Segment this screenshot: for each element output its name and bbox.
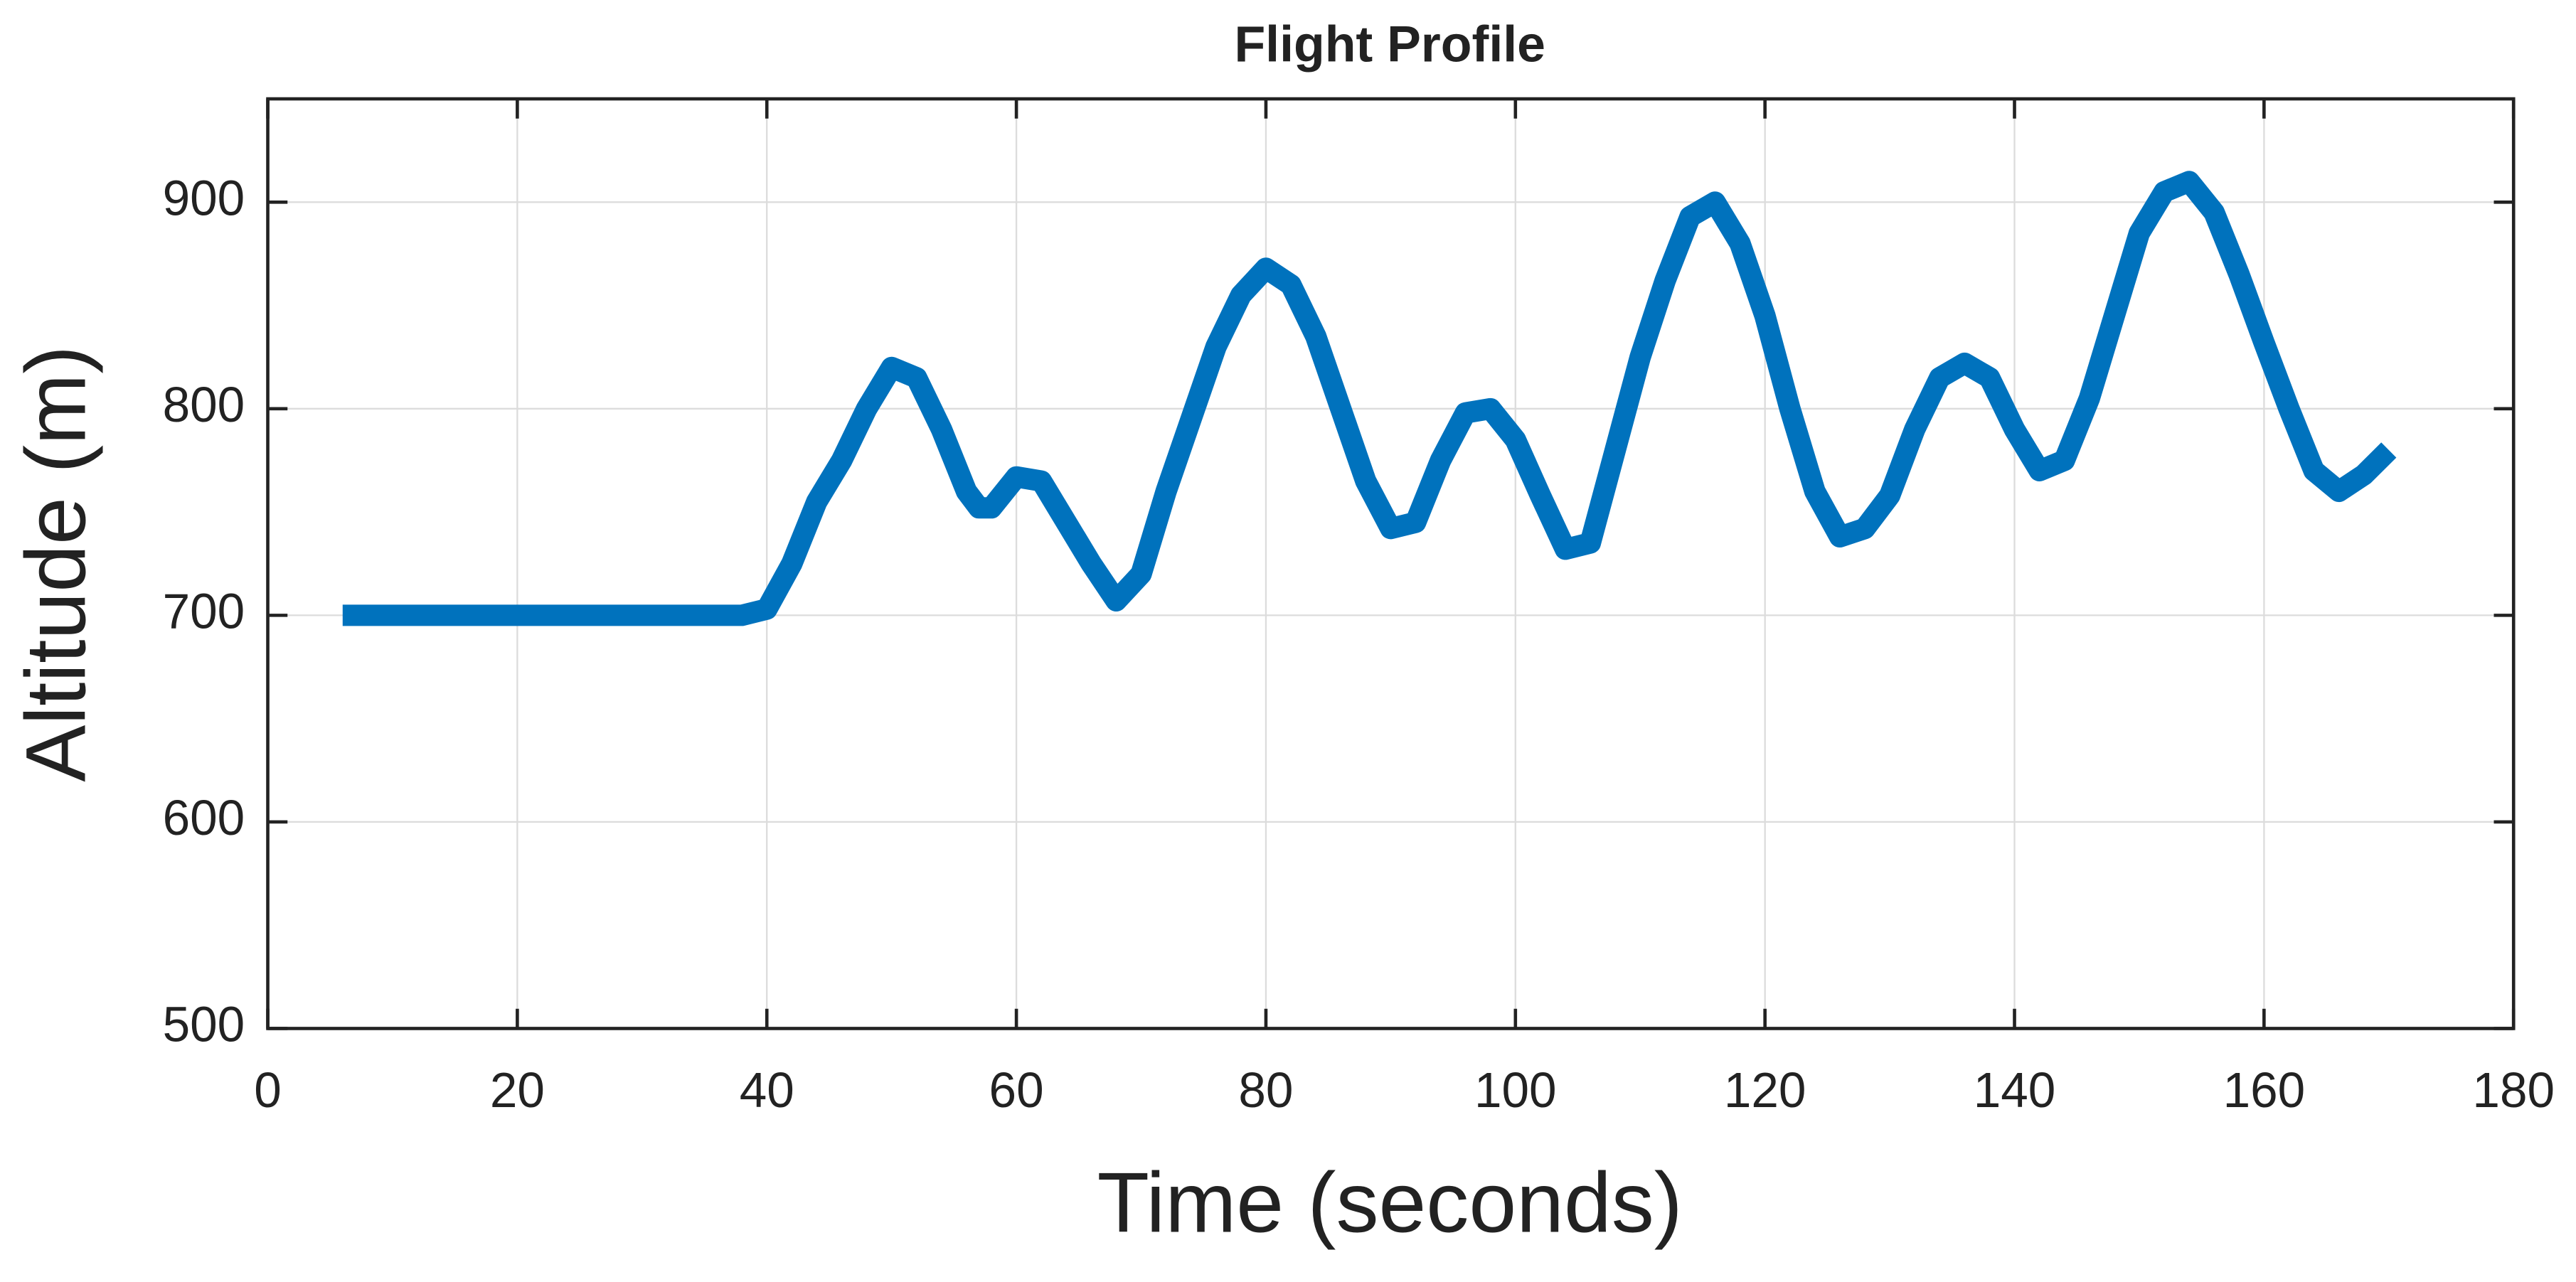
x-tick-label: 120 xyxy=(1724,1062,1806,1118)
y-tick-label: 500 xyxy=(163,997,245,1052)
x-tick-label: 160 xyxy=(2223,1062,2306,1118)
x-tick-label: 0 xyxy=(254,1062,282,1118)
y-tick-label: 900 xyxy=(163,171,245,226)
data-line xyxy=(342,171,2397,626)
x-axis-label: Time (seconds) xyxy=(1097,1155,1683,1250)
x-tick-label: 80 xyxy=(1238,1062,1293,1118)
y-tick-label: 800 xyxy=(163,377,245,432)
x-tick-label: 180 xyxy=(2472,1062,2555,1118)
x-tick-label: 100 xyxy=(1474,1062,1557,1118)
x-tick-label: 20 xyxy=(490,1062,545,1118)
y-tick-label: 700 xyxy=(163,584,245,639)
x-tick-label: 140 xyxy=(1974,1062,2056,1118)
chart-title: Flight Profile xyxy=(1234,16,1545,73)
plot-frame xyxy=(266,97,2516,1030)
y-tick-label: 600 xyxy=(163,790,245,845)
x-tick-label: 40 xyxy=(740,1062,794,1118)
y-axis-label: Altitude (m) xyxy=(9,346,104,782)
x-tick-label: 60 xyxy=(989,1062,1044,1118)
